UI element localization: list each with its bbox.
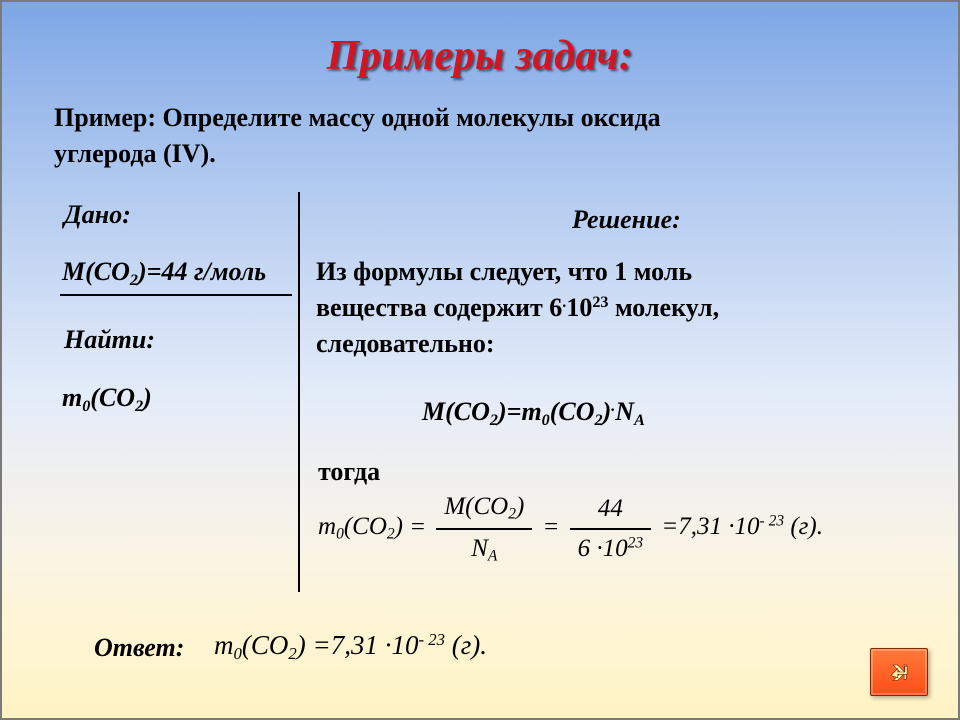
return-arrow-icon: [885, 658, 913, 686]
solution-intro-1: Из формулы следует, что 1 моль: [316, 254, 692, 289]
given-value: М(СО2)=44 г/моль: [62, 254, 266, 292]
find-label: Найти:: [64, 322, 155, 357]
solution-intro-2: вещества содержит 6.1023 молекул,: [316, 290, 719, 325]
example-line1: Пример: Определите массу одной молекулы …: [54, 100, 661, 135]
given-label: Дано:: [64, 197, 131, 232]
slide: Примеры задач: Пример: Определите массу …: [0, 0, 960, 720]
page-title: Примеры задач:: [2, 32, 958, 80]
back-button[interactable]: [870, 648, 928, 696]
answer-label: Ответ:: [94, 630, 184, 665]
given-solution-divider: [298, 192, 300, 592]
example-line2: углерода (IV).: [54, 136, 216, 171]
given-underline: [60, 294, 292, 296]
solution-then: тогда: [318, 454, 380, 489]
answer-value: m0(CO2) =7,31 ·10- 23 (г).: [214, 627, 487, 666]
find-value: m0(CO2): [62, 380, 152, 418]
solution-formula-1: М(СО2)=m0(CO2).NA: [422, 394, 645, 432]
solution-intro-3: следовательно:: [316, 326, 494, 361]
solution-calc: m0(CO2) = M(CO2) NA = 44 6 ·1023 =7,31 ·…: [318, 490, 823, 567]
solution-label: Решение:: [572, 202, 681, 237]
